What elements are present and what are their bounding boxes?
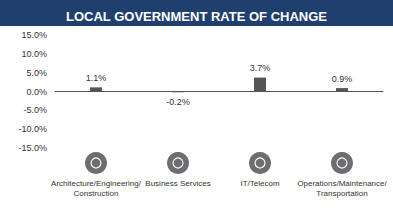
svg-text:Transportation: Transportation [316,189,367,198]
svg-text:Architecture/Engineering/: Architecture/Engineering/ [51,179,142,188]
svg-text:Construction: Construction [74,189,119,198]
svg-text:-15.0%: -15.0% [18,143,47,153]
svg-text:3.7%: 3.7% [250,63,271,73]
svg-text:15.0%: 15.0% [21,30,47,40]
svg-text:-5.0%: -5.0% [23,105,47,115]
svg-text:0.9%: 0.9% [332,74,353,84]
svg-text:5.0%: 5.0% [26,68,47,78]
svg-text:LOCAL GOVERNMENT RATE OF CHANG: LOCAL GOVERNMENT RATE OF CHANGE [66,9,327,24]
svg-text:Operations/Maintenance/: Operations/Maintenance/ [297,179,387,188]
svg-text:Business Services: Business Services [145,179,210,188]
svg-text:-10.0%: -10.0% [18,124,47,134]
svg-text:1.1%: 1.1% [86,73,107,83]
svg-text:IT/Telecom: IT/Telecom [240,179,279,188]
svg-text:-0.2%: -0.2% [166,97,190,107]
svg-text:10.0%: 10.0% [21,49,47,59]
svg-text:0.0%: 0.0% [26,87,47,97]
